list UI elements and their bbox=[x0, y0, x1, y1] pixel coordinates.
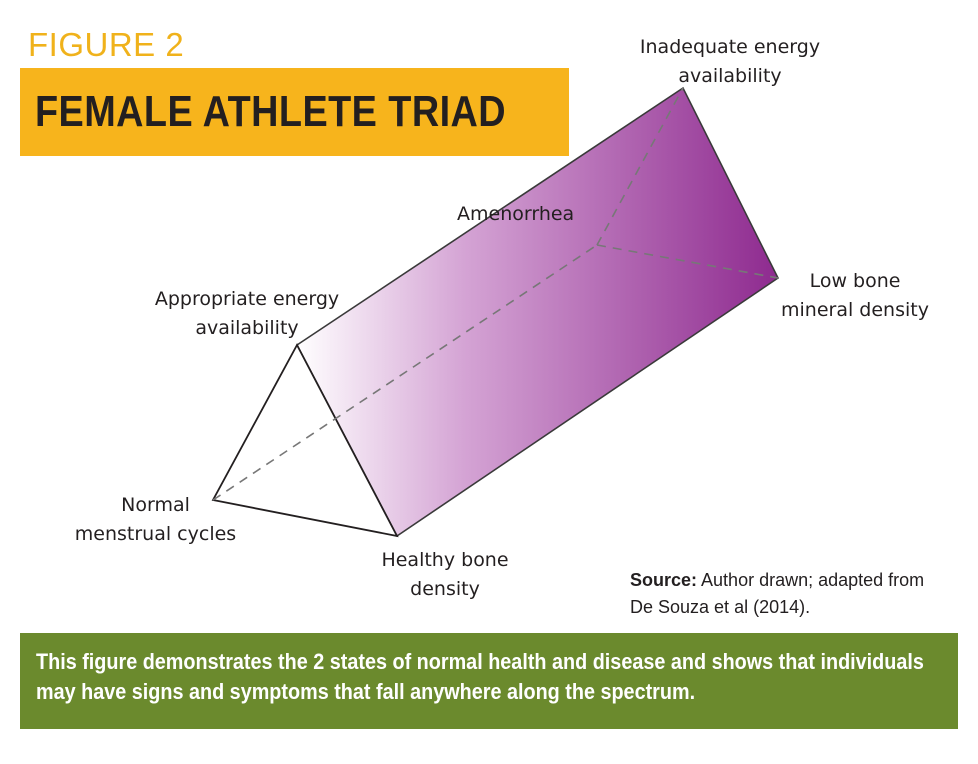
figure-title: FEMALE ATHLETE TRIAD bbox=[35, 87, 507, 136]
label-healthy-bone: Healthy bone density bbox=[381, 549, 509, 600]
source-text: Author drawn; adapted from De Souza et a… bbox=[630, 570, 925, 617]
caption-banner: This figure demonstrates the 2 states of… bbox=[20, 633, 958, 729]
label-appropriate-energy: Appropriate energy availability bbox=[154, 288, 340, 339]
hidden-edge-top bbox=[596, 87, 684, 246]
label-normal-cycles: Normal menstrual cycles bbox=[74, 494, 237, 545]
title-banner: FEMALE ATHLETE TRIAD bbox=[20, 68, 569, 156]
label-inadequate-energy: Inadequate energy availability bbox=[639, 36, 821, 87]
source-label: Source: bbox=[630, 570, 698, 590]
hidden-edge-back bbox=[212, 244, 598, 501]
caption-text: This figure demonstrates the 2 states of… bbox=[36, 649, 924, 704]
healthy-end-triangle bbox=[211, 343, 399, 538]
source-note: Source: Author drawn; adapted from De So… bbox=[630, 567, 950, 621]
label-low-bone-density: Low bone mineral density bbox=[781, 270, 929, 321]
figure-label: FIGURE 2 bbox=[28, 26, 185, 63]
label-amenorrhea: Amenorrhea bbox=[457, 203, 575, 225]
prism-front-face bbox=[295, 86, 780, 538]
